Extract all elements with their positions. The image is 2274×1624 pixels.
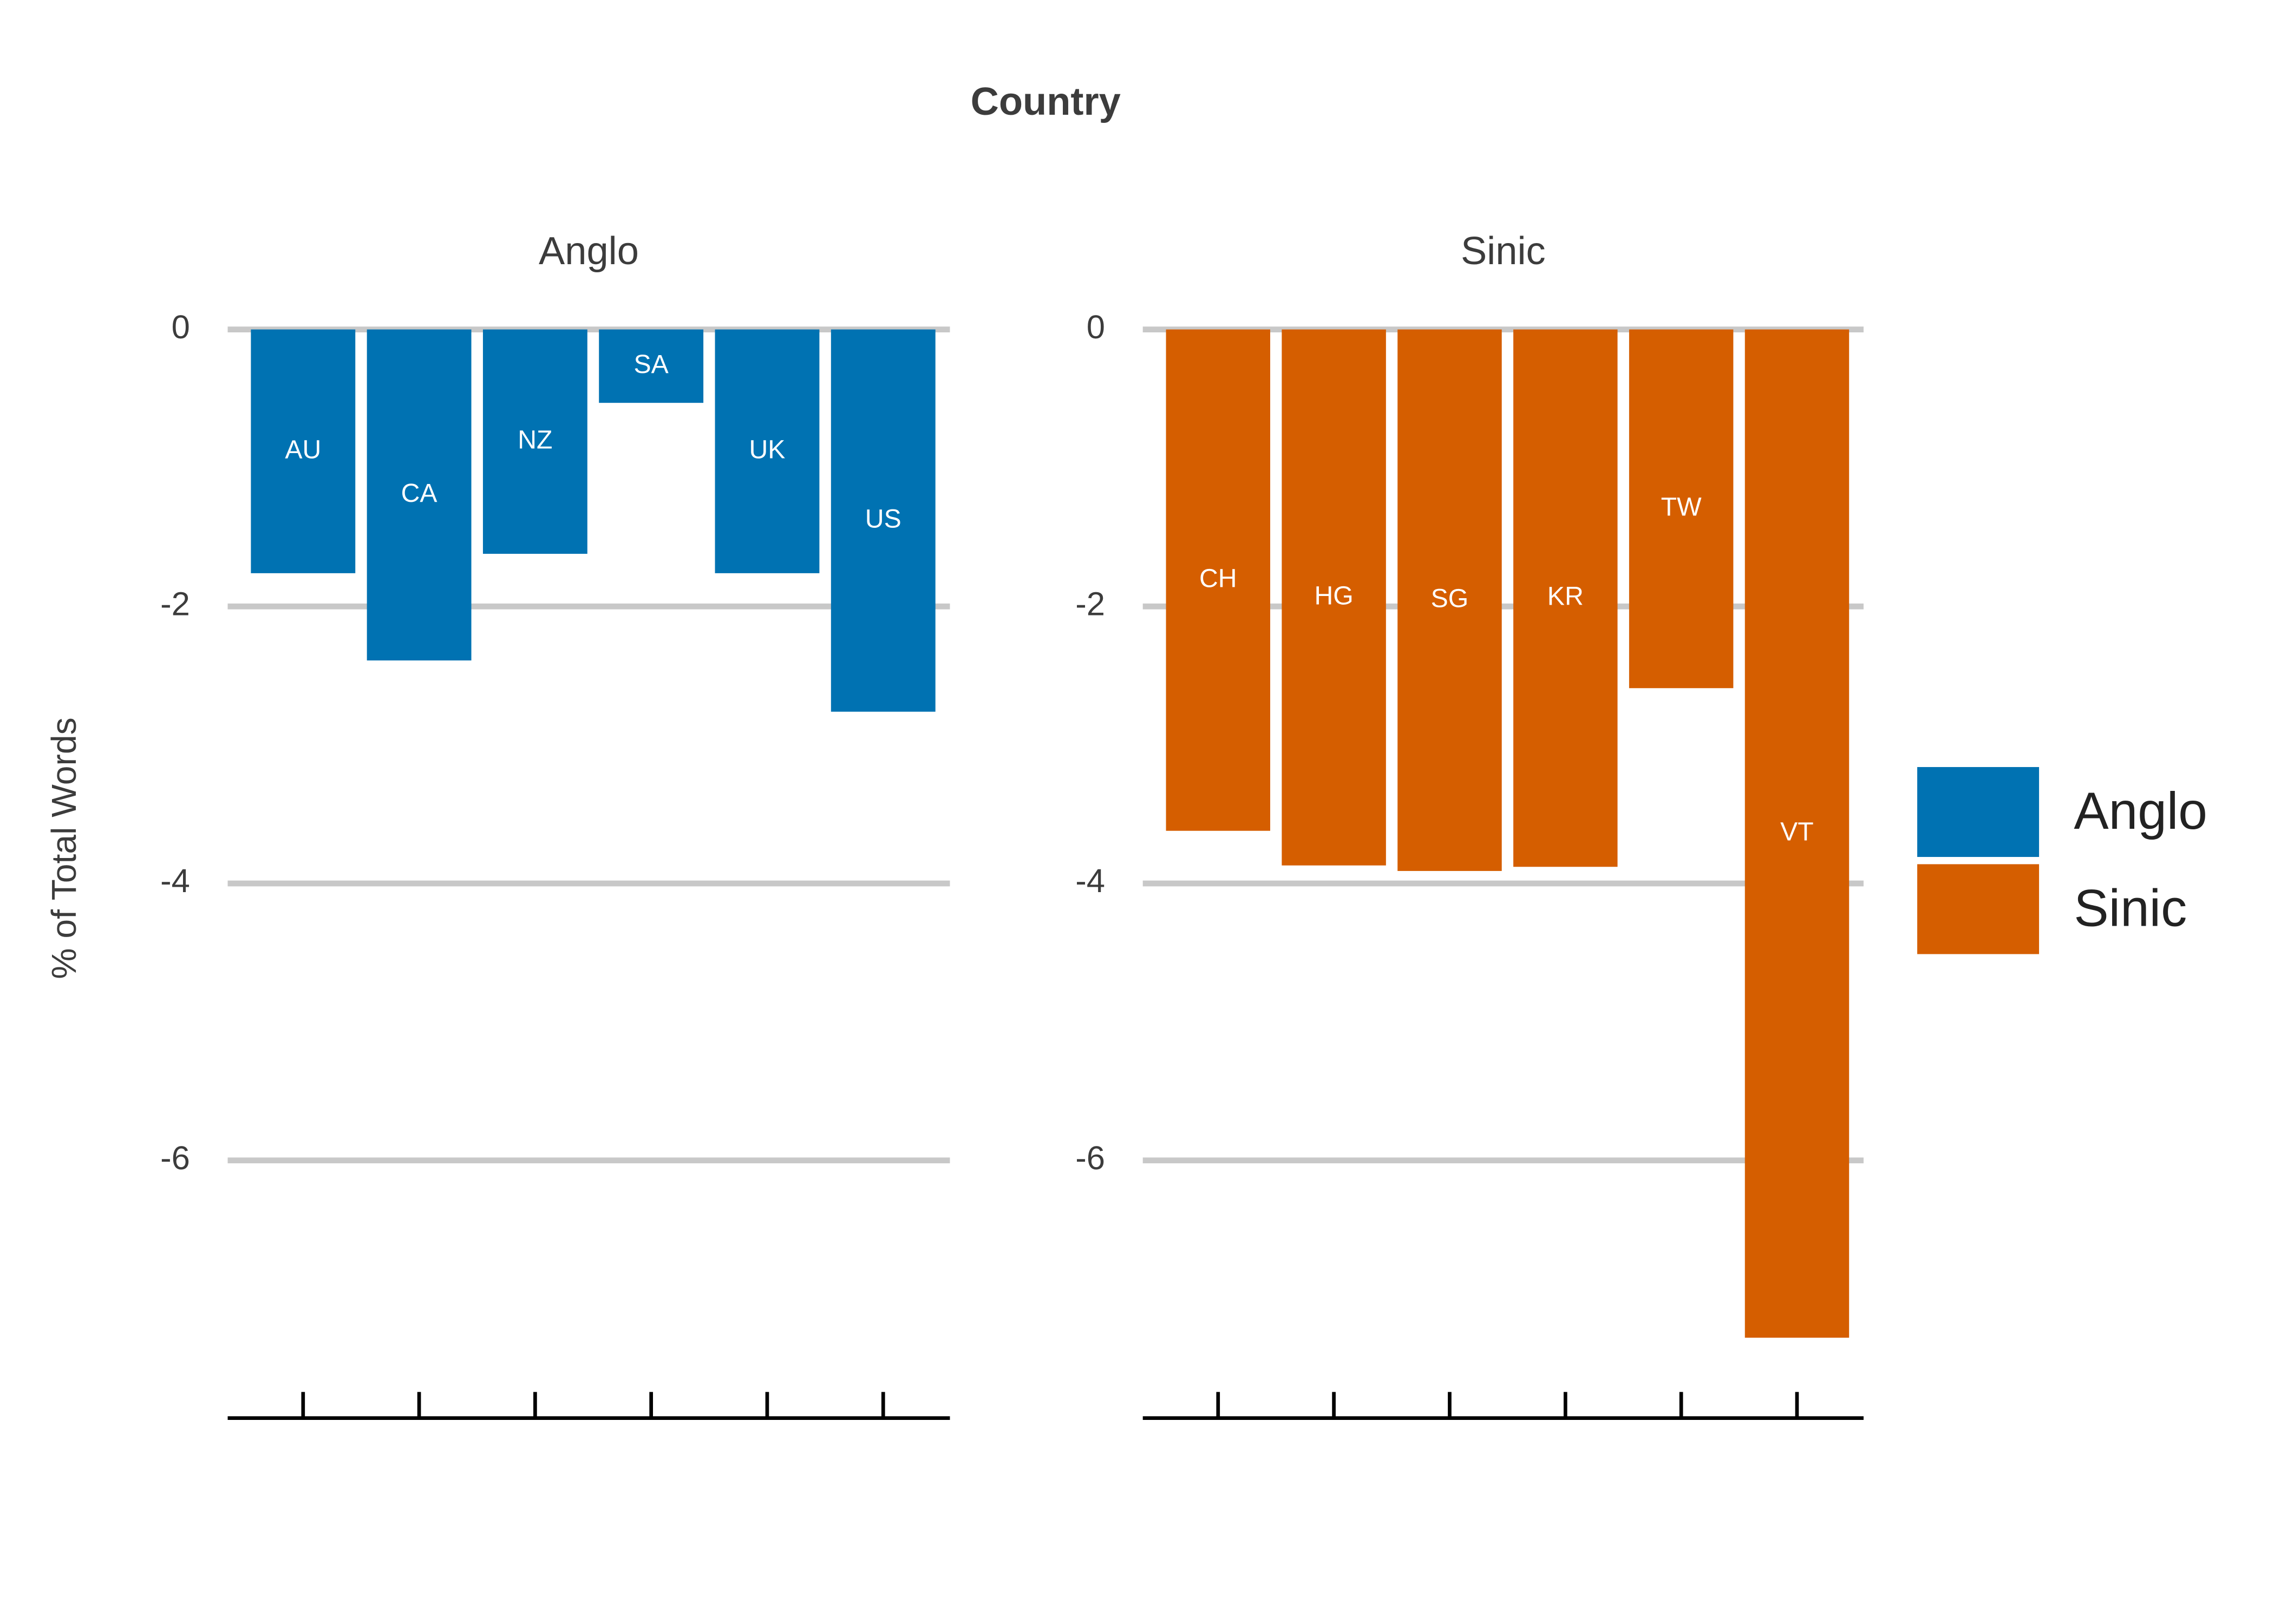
bar-label: KR — [1547, 582, 1584, 611]
legend-key — [1917, 767, 2040, 857]
y-tick-label: -6 — [1075, 1140, 1105, 1177]
bar — [715, 329, 820, 573]
bar — [482, 329, 587, 554]
y-tick-label: -2 — [1075, 586, 1105, 623]
y-tick-label: -6 — [160, 1140, 190, 1177]
bar-label: CH — [1199, 564, 1237, 593]
bar-label: UK — [749, 435, 785, 464]
bar — [251, 329, 356, 573]
bar — [1282, 329, 1386, 866]
bar — [367, 329, 472, 661]
bar-label: HG — [1314, 581, 1353, 610]
bar-label: SG — [1431, 584, 1469, 613]
bar — [1166, 329, 1271, 831]
bar-label: NZ — [518, 425, 552, 455]
y-tick-label: 0 — [172, 309, 190, 346]
y-tick-label: -4 — [160, 862, 190, 900]
bar-label: TW — [1661, 493, 1702, 522]
y-axis-label: % of Total Words — [44, 717, 83, 979]
bar-label: VT — [1780, 817, 1814, 847]
bar-label: SA — [634, 350, 669, 379]
y-tick-label: -4 — [1075, 862, 1105, 900]
legend-label: Sinic — [2074, 879, 2187, 937]
legend-label: Anglo — [2074, 782, 2207, 840]
legend-key — [1917, 864, 2040, 954]
bar-label: AU — [285, 435, 321, 464]
bar — [599, 329, 704, 403]
facet-title: Sinic — [1461, 230, 1546, 273]
y-tick-label: -2 — [160, 586, 190, 623]
facet-title: Anglo — [539, 230, 639, 273]
bar-label: US — [865, 504, 901, 533]
bar-label: CA — [401, 479, 438, 508]
bar — [1513, 329, 1618, 867]
bar — [831, 329, 936, 712]
y-tick-label: 0 — [1087, 309, 1105, 346]
bar — [1629, 329, 1734, 689]
bar — [1744, 329, 1850, 1338]
bar — [1397, 329, 1502, 871]
chart-title: Country — [971, 80, 1121, 123]
